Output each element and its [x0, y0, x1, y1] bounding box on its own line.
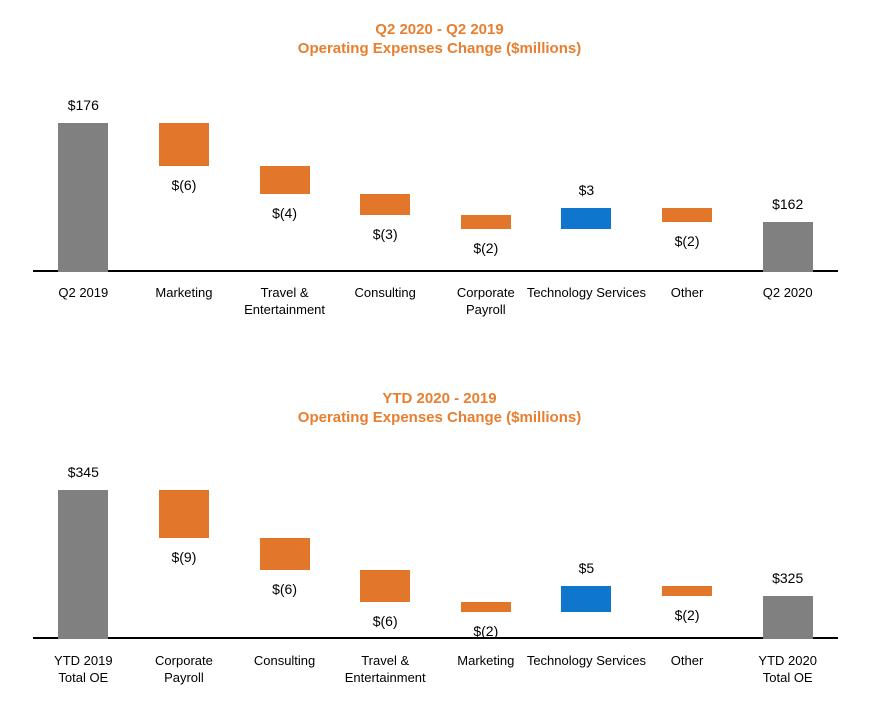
q2-category-label-5: Corporate Payroll — [456, 285, 515, 317]
ytd-value-label-3: $(6) — [272, 580, 298, 597]
q2-category-label-7: Other — [670, 285, 704, 300]
ytd-category-label-7: Other — [670, 653, 704, 668]
q2-value-label-7: $(2) — [674, 233, 700, 250]
ytd-chart-title-line2: Operating Expenses Change ($millions) — [297, 409, 582, 426]
ytd-category-label-6: Technology Services — [526, 653, 647, 668]
q2-chart-title: Q2 2020 - Q2 2019 Operating Expenses Cha… — [0, 20, 879, 58]
ytd-chart-title: YTD 2020 - 2019 Operating Expenses Chang… — [0, 389, 879, 427]
ytd-category-label-8: YTD 2020 Total OE — [758, 653, 817, 685]
q2-category-label-1: Q2 2019 — [58, 285, 109, 300]
ytd-value-label-4: $(6) — [372, 612, 398, 629]
ytd-value-label-6: $5 — [578, 559, 595, 576]
q2-category-label-8: Q2 2020 — [762, 285, 813, 300]
ytd-category-axis: YTD 2019 Total OE Corporate Payroll Consul… — [33, 652, 838, 692]
ytd-value-label-1: $345 — [67, 464, 99, 480]
ytd-category-label-4: Travel & Entertainment — [344, 653, 426, 685]
q2-value-label-2: $(6) — [171, 176, 197, 193]
ytd-plot-area: $345 $(9) $(6) $(6) $(2) $5 $(2) $325 — [33, 464, 838, 640]
q2-category-label-6: Technology Services — [526, 285, 647, 300]
q2-value-label-3: $(4) — [272, 204, 298, 221]
ytd-bar-8 — [762, 596, 813, 639]
q2-bar-2 — [158, 123, 209, 166]
q2-bar-8 — [762, 222, 813, 272]
q2-bar-3 — [259, 165, 310, 194]
ytd-value-label-5: $(2) — [473, 623, 499, 640]
q2-category-label-4: Consulting — [354, 285, 416, 300]
q2-value-label-5: $(2) — [473, 240, 499, 257]
q2-value-label-8: $162 — [772, 196, 804, 213]
q2-value-label-6: $3 — [578, 182, 595, 199]
q2-value-label-4: $(3) — [372, 226, 398, 243]
ytd-category-label-2: Corporate Payroll — [155, 653, 213, 685]
ytd-category-label-3: Consulting — [253, 653, 316, 668]
q2-bar-7 — [662, 208, 713, 223]
ytd-bar-1 — [58, 490, 109, 639]
q2-value-label-1: $176 — [67, 97, 99, 113]
ytd-bar-5 — [460, 601, 511, 613]
ytd-bar-7 — [662, 585, 713, 597]
ytd-category-label-5: Marketing — [457, 653, 515, 668]
q2-category-label-3: Travel & Entertainment — [244, 285, 326, 317]
ytd-value-label-7: $(2) — [674, 607, 700, 624]
ytd-category-label-1: YTD 2019 Total OE — [54, 653, 113, 685]
ytd-bar-6 — [561, 585, 612, 613]
q2-chart-title-line1: Q2 2020 - Q2 2019 — [375, 21, 504, 38]
q2-bar-6 — [561, 208, 612, 230]
q2-chart-title-line2: Operating Expenses Change ($millions) — [297, 40, 582, 57]
q2-bar-1 — [58, 123, 109, 272]
ytd-chart-title-line1: YTD 2020 - 2019 — [382, 390, 497, 407]
ytd-value-label-8: $325 — [772, 570, 804, 587]
ytd-bar-2 — [158, 490, 209, 538]
q2-category-label-2: Marketing — [155, 285, 213, 300]
q2-bar-5 — [460, 215, 511, 230]
ytd-bar-3 — [259, 537, 310, 570]
q2-plot-area: $176 $(6) $(4) $(3) $(2) $3 $(2) $162 — [33, 97, 838, 272]
ytd-value-label-2: $(9) — [171, 548, 197, 565]
ytd-bar-4 — [360, 569, 411, 602]
q2-category-axis: Q2 2019 Marketing Travel & Entertainment Co… — [33, 284, 838, 324]
q2-bar-4 — [360, 193, 411, 216]
